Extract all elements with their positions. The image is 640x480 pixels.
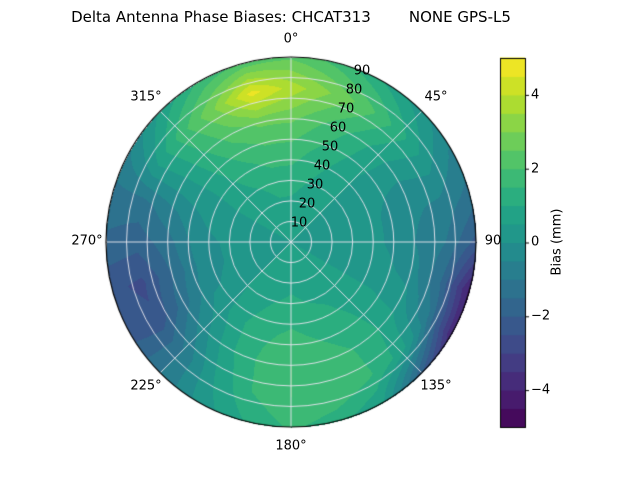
azimuth-label-135: 135° — [420, 378, 452, 394]
azimuth-label-180: 180° — [275, 438, 307, 454]
azimuth-label-225: 225° — [130, 378, 162, 394]
radial-tick-60: 60 — [329, 120, 347, 136]
colorbar-tick-0: 0 — [531, 234, 540, 250]
azimuth-label-90: 90 — [484, 233, 502, 249]
radial-tick-10: 10 — [290, 215, 308, 231]
radial-tick-70: 70 — [337, 101, 355, 117]
radial-tick-20: 20 — [298, 196, 316, 212]
azimuth-label-270: 270° — [71, 233, 103, 249]
colorbar-tick-neg2: −2 — [531, 308, 551, 324]
colorbar-axis-label: Bias (mm) — [549, 208, 565, 276]
radial-tick-80: 80 — [345, 82, 363, 98]
radial-tick-90: 90 — [353, 63, 371, 79]
colorbar-tick-2: 2 — [531, 161, 540, 177]
chart-title: Delta Antenna Phase Biases: CHCAT313 NON… — [71, 8, 511, 26]
radial-tick-40: 40 — [313, 158, 331, 174]
radial-tick-30: 30 — [306, 177, 324, 193]
colorbar-tick-4: 4 — [531, 87, 540, 103]
azimuth-label-0: 0° — [283, 31, 299, 47]
radial-tick-50: 50 — [321, 139, 339, 155]
colorbar-tick-neg4: −4 — [531, 382, 551, 398]
azimuth-label-45: 45° — [424, 89, 448, 105]
azimuth-label-315: 315° — [130, 89, 162, 105]
